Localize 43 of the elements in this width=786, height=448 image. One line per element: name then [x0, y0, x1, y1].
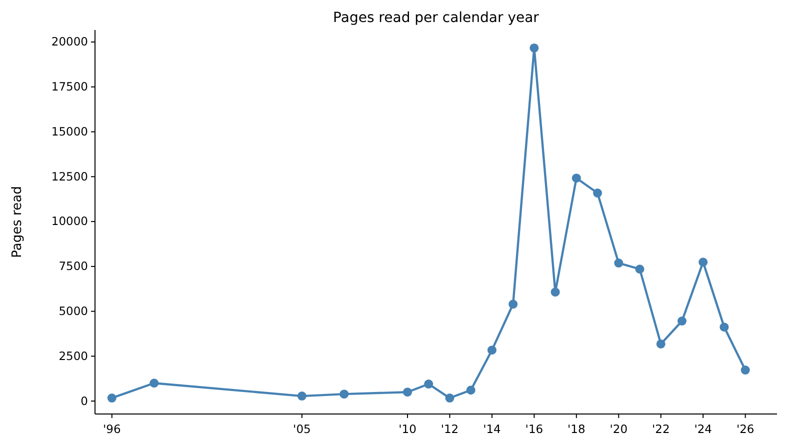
point — [677, 316, 686, 326]
x-tick-label: '22 — [652, 422, 670, 436]
y-tick-label: 2500 — [58, 348, 88, 363]
point — [720, 322, 729, 332]
x-tick-label: '24 — [694, 422, 712, 436]
point — [635, 264, 644, 274]
y-tick-label: 12500 — [51, 169, 88, 184]
x-tick-label: '16 — [525, 422, 544, 436]
point — [656, 339, 666, 348]
point — [402, 388, 412, 397]
x-tick-label: '10 — [398, 422, 416, 436]
point — [740, 366, 750, 375]
y-tick-label: 15000 — [51, 124, 88, 138]
y-tick-label: 7500 — [58, 259, 88, 274]
y-tick-label: 10000 — [51, 214, 88, 228]
x-tick-label: '14 — [483, 422, 501, 436]
y-tick-label: 5000 — [58, 304, 88, 318]
point — [487, 346, 496, 355]
x-tick-label: '05 — [293, 422, 311, 436]
y-tick-label: 20000 — [51, 34, 88, 49]
x-tick-label: '20 — [610, 422, 628, 436]
x-tick-label: '96 — [102, 422, 121, 436]
point — [698, 258, 708, 267]
point — [424, 380, 434, 389]
point — [297, 392, 306, 401]
x-tick-label: '18 — [568, 422, 586, 436]
point — [508, 300, 518, 309]
point — [530, 43, 539, 52]
chart-title: Pages read per calendar year — [333, 10, 540, 26]
point — [466, 386, 476, 395]
x-tick-label: '26 — [736, 422, 754, 436]
point — [593, 188, 602, 198]
x-tick-label: '12 — [440, 422, 459, 436]
y-tick-label: 0 — [80, 394, 88, 408]
point — [445, 394, 454, 403]
point — [340, 390, 349, 399]
y-tick-label: 17500 — [51, 80, 88, 94]
point — [150, 378, 159, 388]
y-axis-title: Pages read — [10, 186, 25, 258]
point — [107, 394, 116, 403]
point — [614, 258, 624, 268]
point — [550, 288, 560, 297]
point — [572, 174, 581, 183]
